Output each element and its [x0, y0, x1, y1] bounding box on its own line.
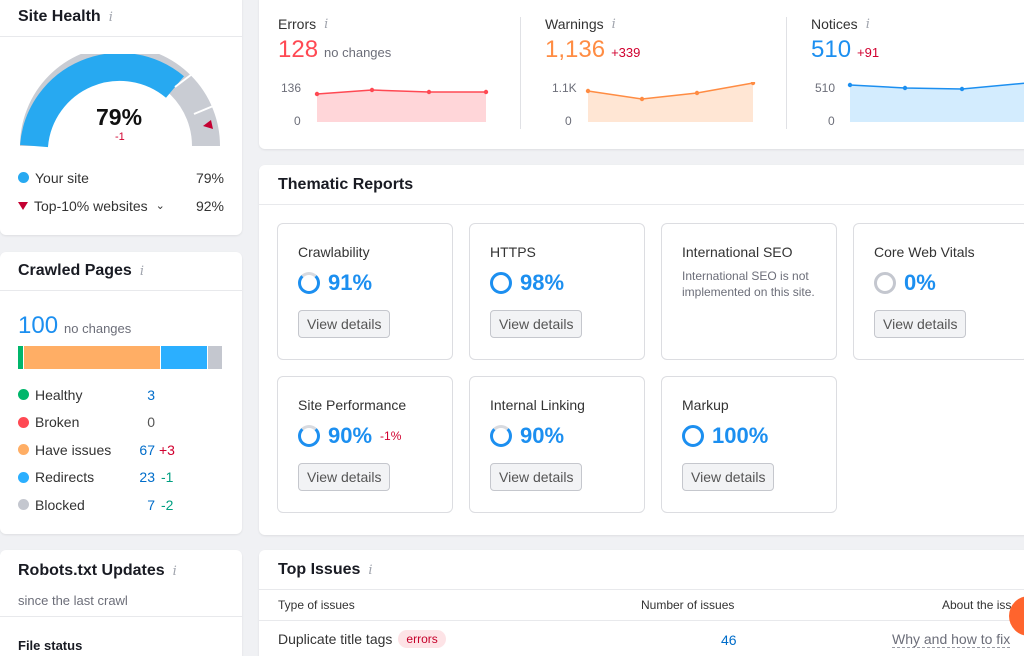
robots-subtitle: since the last crawl	[18, 593, 128, 608]
your-site-dot	[18, 172, 29, 184]
warnings-axis-top: 1.1K	[552, 81, 577, 95]
site-health-score: 79%	[96, 104, 143, 130]
info-icon[interactable]: i	[324, 16, 329, 32]
warnings-axis-bottom: 0	[565, 114, 572, 128]
view-details-button[interactable]: View details	[682, 463, 775, 491]
errors-axis-top: 136	[281, 81, 302, 95]
progress-ring-icon	[298, 272, 320, 294]
orange-fab-button[interactable]	[1009, 596, 1024, 636]
metric-notices[interactable]: Notices i 510 +91	[811, 16, 880, 63]
crawled-legend: Healthy 3 Broken 0 Have issues 67 +3 Red…	[18, 381, 175, 519]
tr-card-crawlability[interactable]: Crawlability 91% View details	[277, 223, 453, 360]
crawled-total-note: no changes	[64, 321, 132, 336]
legend-top-10[interactable]: Top-10% websites ⌄ 92%	[18, 192, 224, 220]
bar-have-issues	[24, 346, 160, 369]
crawled-stacked-bar	[18, 346, 222, 369]
crawled-row-broken[interactable]: Broken 0	[18, 409, 175, 437]
bar-redirects	[161, 346, 207, 369]
view-details-button[interactable]: View details	[298, 310, 391, 338]
triangle-down-icon	[18, 201, 28, 210]
robots-card: Robots.txt Updates i since the last crawl…	[0, 550, 242, 656]
info-icon[interactable]: i	[368, 562, 373, 578]
errors-badge: errors	[398, 630, 446, 648]
col-type-of-issues: Type of issues	[278, 598, 355, 612]
notices-axis-top: 510	[815, 81, 836, 95]
bar-blocked	[208, 346, 222, 369]
tr-card-core-web-vitals[interactable]: Core Web Vitals 0% View details	[853, 223, 1024, 360]
crawled-total: 100	[18, 312, 59, 339]
tr-card-site-performance[interactable]: Site Performance 90% -1% View details	[277, 376, 453, 513]
errors-axis-bottom: 0	[294, 114, 301, 128]
errors-sparkline	[314, 87, 489, 122]
metric-warnings[interactable]: Warnings i 1,136 +339	[545, 16, 641, 63]
top-issues-card: Top Issues i Type of issues Number of iss…	[259, 550, 1024, 656]
site-health-title: Site Health i	[18, 8, 113, 25]
thematic-reports-card: Thematic Reports Crawlability 91% View d…	[259, 165, 1024, 535]
crawled-row-blocked[interactable]: Blocked 7 -2	[18, 491, 175, 519]
view-details-button[interactable]: View details	[490, 310, 583, 338]
warnings-sparkline	[585, 82, 756, 122]
info-icon[interactable]: i	[865, 16, 870, 32]
robots-title: Robots.txt Updates i	[18, 562, 177, 579]
crawled-row-healthy[interactable]: Healthy 3	[18, 381, 175, 409]
site-health-gauge	[20, 54, 220, 148]
notices-sparkline	[847, 82, 1024, 122]
tr-card-internal-linking[interactable]: Internal Linking 90% View details	[469, 376, 645, 513]
thematic-reports-title: Thematic Reports	[278, 176, 414, 193]
legend-your-site: Your site 79%	[18, 164, 224, 192]
info-icon[interactable]: i	[172, 563, 177, 579]
file-status-label: File status	[18, 638, 83, 653]
site-health-card: Site Health i 79% -1 Your site 79% Top-10…	[0, 0, 242, 235]
why-how-fix-link[interactable]: Why and how to fix	[892, 631, 1011, 648]
table-row[interactable]: Duplicate title tags errors	[278, 630, 446, 648]
info-icon[interactable]: i	[611, 16, 616, 32]
crawled-row-redirects[interactable]: Redirects 23 -1	[18, 464, 175, 492]
view-details-button[interactable]: View details	[874, 310, 967, 338]
tr-card-https[interactable]: HTTPS 98% View details	[469, 223, 645, 360]
crawled-row-have-issues[interactable]: Have issues 67 +3	[18, 436, 175, 464]
info-icon[interactable]: i	[108, 9, 113, 25]
tr-card-markup[interactable]: Markup 100% View details	[661, 376, 837, 513]
col-about-the-issue: About the iss	[942, 598, 1012, 612]
progress-ring-icon	[490, 272, 512, 294]
view-details-button[interactable]: View details	[298, 463, 391, 491]
crawled-pages-card: Crawled Pages i 100 no changes Healthy 3 …	[0, 252, 242, 534]
info-icon[interactable]: i	[139, 263, 144, 279]
progress-ring-icon	[490, 425, 512, 447]
progress-ring-icon	[298, 425, 320, 447]
top-issues-title: Top Issues i	[278, 561, 373, 578]
site-health-delta: -1	[115, 131, 125, 143]
issue-count-link[interactable]: 46	[721, 632, 737, 648]
notices-axis-bottom: 0	[828, 114, 835, 128]
bar-healthy	[18, 346, 23, 369]
metrics-card: Errors i 128 no changes 136 0 Warnings i 1,…	[259, 0, 1024, 149]
progress-ring-icon	[874, 272, 896, 294]
chevron-down-icon[interactable]: ⌄	[155, 200, 165, 213]
col-number-of-issues: Number of issues	[641, 598, 735, 612]
tr-card-international-seo[interactable]: International SEO International SEO is n…	[661, 223, 837, 360]
view-details-button[interactable]: View details	[490, 463, 583, 491]
progress-ring-icon	[682, 425, 704, 447]
crawled-pages-title: Crawled Pages i	[18, 262, 144, 279]
metric-errors[interactable]: Errors i 128 no changes	[278, 16, 392, 63]
